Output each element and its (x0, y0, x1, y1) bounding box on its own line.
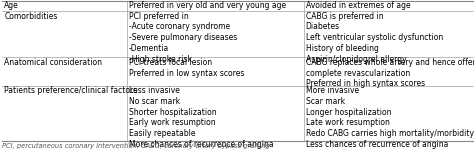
Text: More invasive
Scar mark
Longer hospitalization
Late work resumption
Redo CABG ca: More invasive Scar mark Longer hospitali… (306, 86, 474, 149)
Text: Comorbidities: Comorbidities (4, 12, 58, 21)
Text: PCI, percutaneous coronary intervention; CABG, coronary artery bypass grafting: PCI, percutaneous coronary intervention;… (2, 143, 270, 149)
Text: Less invasive
No scar mark
Shorter hospitalization
Early work resumption
Easily : Less invasive No scar mark Shorter hospi… (129, 86, 273, 149)
Text: Patients preference/clinical factors: Patients preference/clinical factors (4, 86, 137, 95)
Text: CABG is preferred in
Diabetes
Left ventricular systolic dysfunction
History of b: CABG is preferred in Diabetes Left ventr… (306, 12, 443, 64)
Text: Age: Age (4, 1, 19, 10)
Text: Avoided in extremes of age: Avoided in extremes of age (306, 1, 410, 10)
Text: Preferred in very old and very young age: Preferred in very old and very young age (129, 1, 286, 10)
Text: Anatomical consideration: Anatomical consideration (4, 58, 102, 67)
Text: CABG replaces whole artery and hence offers
complete revascularization
Preferred: CABG replaces whole artery and hence off… (306, 58, 474, 88)
Text: PCI preferred in
-Acute coronary syndrome
-Severe pulmonary diseases
-Dementia
-: PCI preferred in -Acute coronary syndrom… (129, 12, 237, 64)
Text: PCI treats focal lesion
Preferred in low syntax scores: PCI treats focal lesion Preferred in low… (129, 58, 245, 78)
